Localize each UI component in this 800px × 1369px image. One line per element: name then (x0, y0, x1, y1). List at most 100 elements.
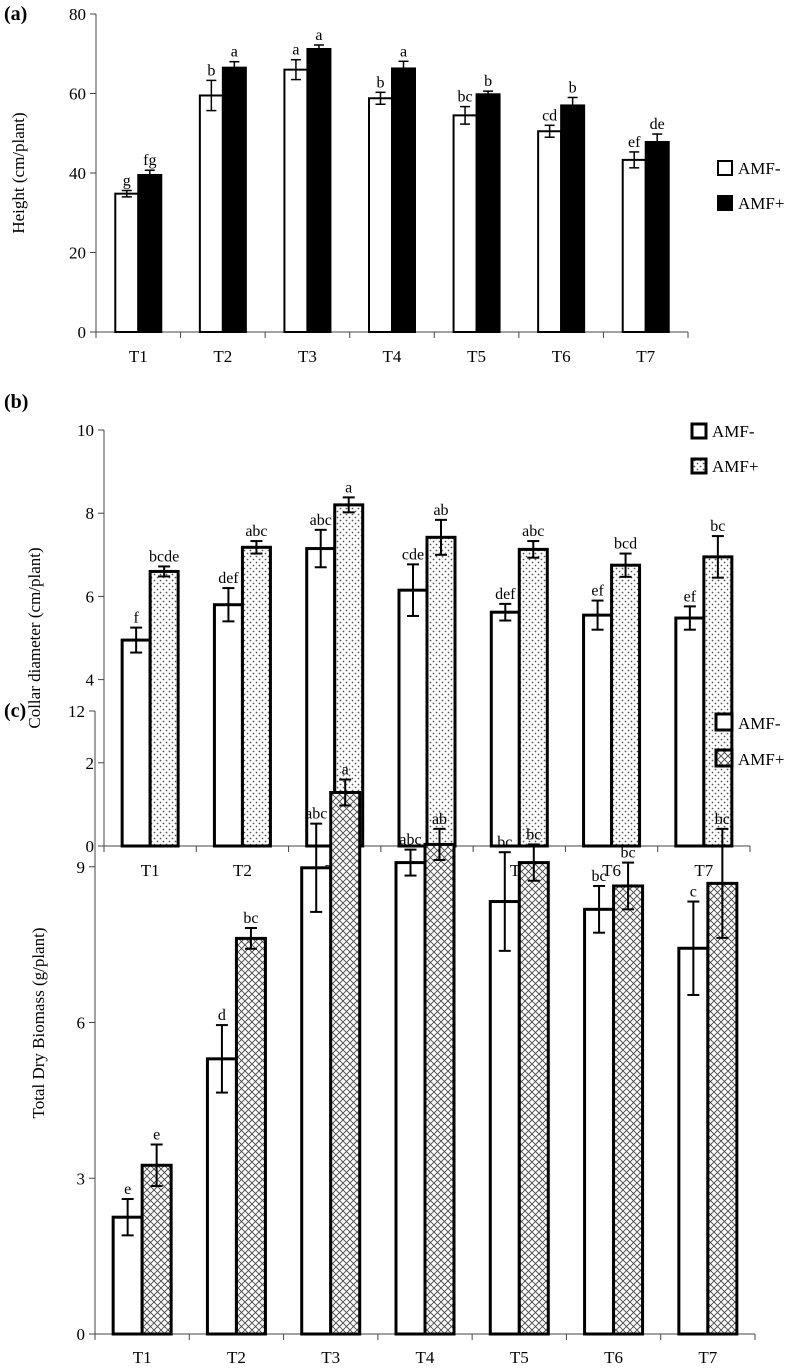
bar-amf-t4 (425, 535, 457, 848)
bar-amf-t5 (488, 900, 521, 1336)
legend-label: AMF+ (738, 750, 784, 769)
x-tick-label: T7 (698, 1348, 717, 1367)
significance-label: b (377, 74, 385, 91)
panel-c: (c) 0 3 6 9 12 T1 T2 T3 T4 T5 T6 T7 Total Dry Biomass… (4, 700, 784, 1367)
bar-amf-t2 (240, 545, 272, 848)
bar-amf-t4 (368, 97, 393, 333)
bar-amf-t7 (644, 140, 670, 333)
x-tick-label: T5 (510, 1348, 529, 1367)
panel-a: (a) 0 20 40 60 80 T1 T2 T3 T4 T5 T6 T7 Height (cm/pla… (4, 3, 784, 366)
significance-label: cd (542, 107, 557, 124)
bar-amf-t1 (120, 638, 152, 848)
significance-label: bc (243, 910, 258, 927)
bar-amf-t7 (702, 555, 734, 848)
bar-amf-t3 (306, 47, 332, 333)
bar-amf-t2 (198, 94, 224, 333)
significance-label: a (345, 479, 352, 496)
significance-label: bc (497, 834, 512, 851)
significance-label: abc (310, 512, 332, 529)
bar-amf-t6 (612, 884, 645, 1336)
legend-swatch (714, 712, 734, 732)
bar-amf-t3 (300, 866, 333, 1336)
x-tick-label: T1 (133, 1348, 152, 1367)
x-tick-label: T2 (213, 347, 232, 366)
x-tick-label: T7 (636, 347, 655, 366)
legend-label: AMF+ (738, 194, 784, 213)
significance-label: bc (715, 811, 730, 828)
significance-label: b (484, 73, 492, 90)
bar-amf-t7 (706, 881, 739, 1336)
panel-b: (b)0246810T1T2T3T4T5T6T7Collar diameter … (4, 391, 758, 880)
significance-label: a (292, 42, 299, 59)
legend-swatch (717, 195, 733, 211)
legend-swatch (714, 748, 734, 768)
significance-label: ef (628, 134, 641, 151)
bar-amf-t4 (423, 842, 456, 1336)
y-axis-label: Height (cm/plant) (9, 112, 28, 233)
y-tick-label: 12 (68, 702, 85, 721)
significance-label: abc (522, 523, 544, 540)
bar-amf-t7 (677, 946, 710, 1336)
bar-amf-t5 (517, 861, 550, 1336)
x-tick-label: T1 (141, 861, 160, 880)
legend-label: AMF- (712, 422, 755, 441)
significance-label: c (690, 884, 697, 901)
y-tick-label: 0 (77, 1325, 86, 1344)
legend-label: AMF+ (712, 457, 758, 476)
x-tick-label: T5 (467, 347, 486, 366)
y-tick-label: 6 (86, 587, 95, 606)
x-tick-label: T3 (321, 1348, 340, 1367)
panel-label: (a) (4, 3, 27, 25)
significance-label: g (123, 172, 131, 189)
significance-label: ab (433, 502, 448, 519)
x-tick-label: T6 (604, 1348, 623, 1367)
bar-amf-t2 (221, 66, 247, 333)
significance-label: bc (621, 845, 636, 862)
significance-label: b (207, 62, 215, 79)
y-tick-label: 9 (77, 858, 86, 877)
significance-label: bc (710, 518, 725, 535)
significance-label: e (153, 1127, 160, 1144)
significance-label: f (133, 610, 139, 627)
bar-amf-t6 (583, 907, 616, 1336)
legend-swatch (690, 422, 708, 440)
significance-label: def (495, 586, 516, 603)
significance-label: ab (432, 811, 447, 828)
x-tick-label: T4 (383, 347, 402, 366)
legend-label: AMF- (738, 714, 781, 733)
legend-label: AMF- (738, 159, 781, 178)
significance-label: ef (684, 588, 697, 605)
significance-label: bc (592, 868, 607, 885)
y-tick-label: 80 (69, 5, 86, 24)
y-tick-label: 3 (77, 1169, 86, 1188)
bar-amf-t5 (452, 114, 478, 333)
x-tick-label: T2 (227, 1348, 246, 1367)
significance-label: de (650, 116, 665, 133)
y-tick-label: 20 (69, 244, 86, 263)
significance-label: b (569, 79, 577, 96)
y-axis-label: Total Dry Biomass (g/plant) (29, 928, 48, 1119)
x-tick-label: T6 (552, 347, 571, 366)
significance-label: abc (399, 832, 421, 849)
x-tick-label: T2 (233, 861, 252, 880)
bar-amf-t2 (234, 936, 267, 1336)
bar-amf-t5 (517, 547, 549, 848)
bar-amf-t4 (397, 588, 429, 848)
bar-amf-t3 (305, 547, 337, 848)
significance-label: d (218, 1007, 226, 1024)
bar-amf-t1 (148, 569, 180, 848)
x-tick-label: T6 (602, 861, 621, 880)
legend-swatch (717, 160, 733, 176)
significance-label: a (315, 27, 322, 44)
significance-label: e (124, 1181, 131, 1198)
y-tick-label: 60 (69, 85, 86, 104)
y-tick-label: 2 (86, 754, 95, 773)
x-tick-label: T7 (694, 861, 713, 880)
bar-amf-t2 (212, 603, 244, 848)
y-tick-label: 10 (77, 421, 94, 440)
y-tick-label: 0 (86, 837, 95, 856)
significance-label: abc (245, 523, 267, 540)
significance-label: a (400, 43, 407, 60)
bar-amf-t4 (391, 67, 416, 334)
